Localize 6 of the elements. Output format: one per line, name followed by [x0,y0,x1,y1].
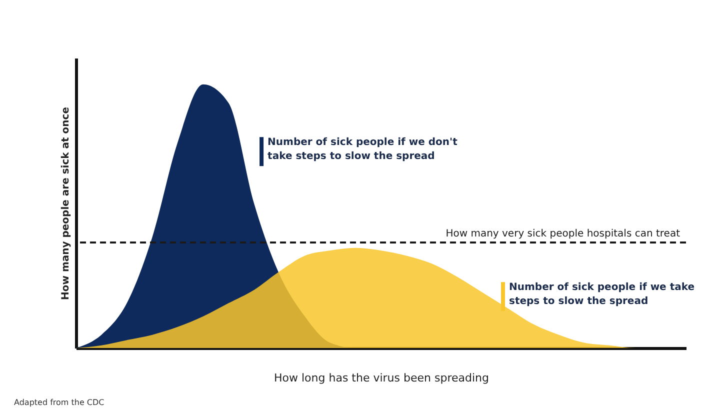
text: Adapted from the CDC [14,398,104,407]
y-axis-title: How many people are sick at once [60,106,72,300]
text: Number of sick people if we don't take steps to slow the spread [268,137,458,162]
x-axis-title: How long has the virus been spreading [274,372,489,384]
ref-line-label: How many very sick people hospitals can treat [446,228,680,240]
series-label: Number of sick people if we take steps to slow the spread [509,282,695,308]
